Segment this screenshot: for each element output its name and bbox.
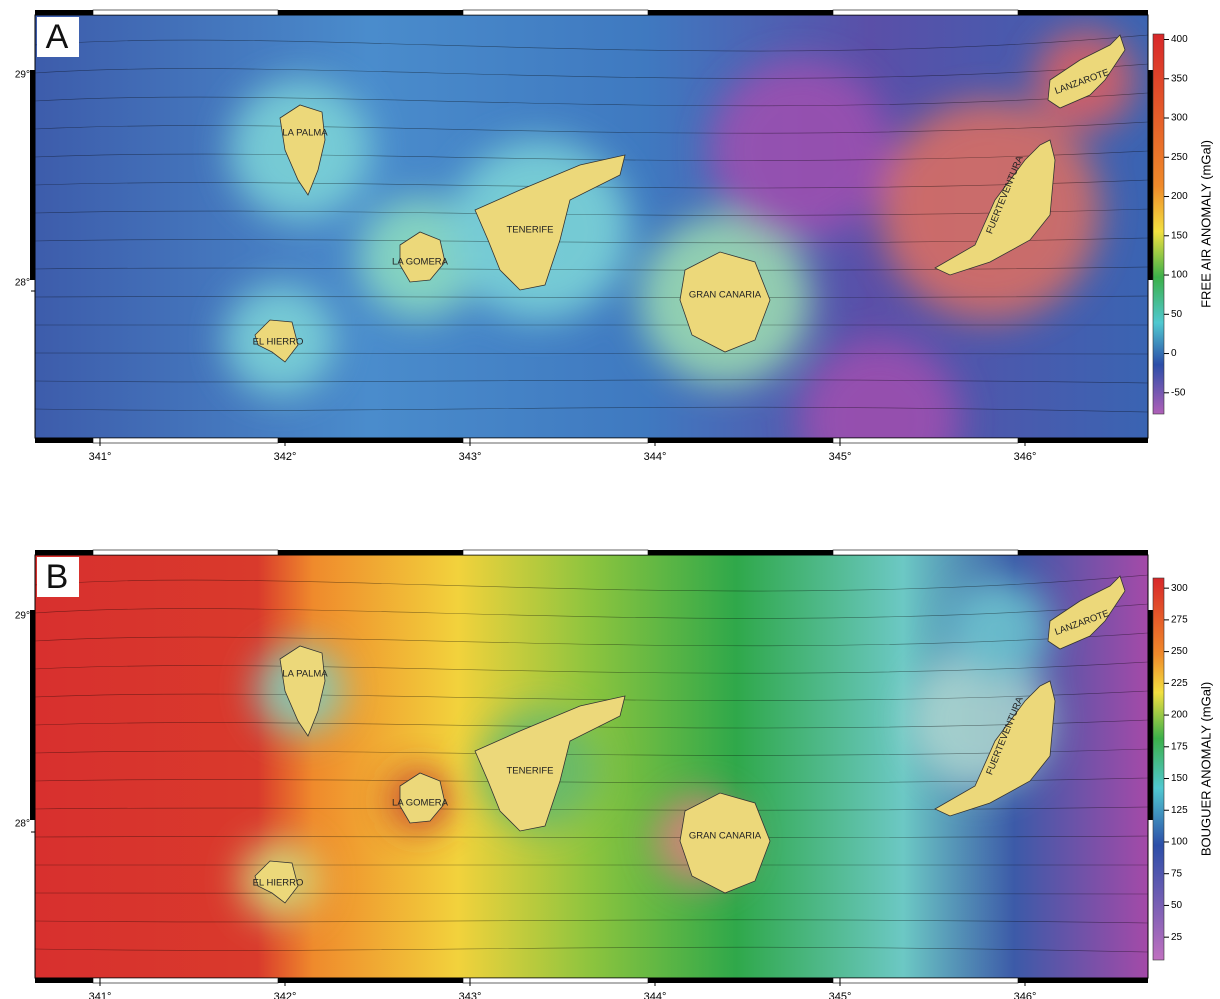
map-panel: LA PALMA LA GOMERA TENERIFE EL HIERRO GRAN C… (15, 10, 1214, 500)
lon-tick-label: 341° (89, 991, 112, 999)
lon-tick-label: 344° (644, 991, 667, 999)
panel-label: B (46, 558, 69, 596)
lon-tick-label: 344° (644, 451, 667, 463)
colorbar (1153, 578, 1164, 960)
colorbar-tick-label: 25 (1171, 932, 1183, 943)
island-label: TENERIFE (507, 766, 554, 777)
island-label: EL HIERRO (253, 337, 304, 348)
lon-tick-label: 346° (1014, 451, 1037, 463)
island-label: LA PALMA (282, 669, 328, 680)
colorbar (1153, 34, 1164, 414)
colorbar-tick-label: 50 (1171, 900, 1183, 911)
lat-tick-label: 28° (15, 819, 30, 830)
colorbar-tick-label: 125 (1171, 805, 1188, 816)
island-label: EL HIERRO (253, 878, 304, 889)
colorbar-tick-label: 100 (1171, 270, 1188, 281)
lat-tick-label: 28° (15, 278, 30, 289)
colorbar-tick-label: 300 (1171, 113, 1188, 124)
island-label: TENERIFE (507, 225, 554, 236)
colorbar-tick-label: 150 (1171, 773, 1188, 784)
colorbar-title: BOUGUER ANOMALY (mGal) (1198, 682, 1213, 856)
island-label: LA PALMA (282, 128, 328, 139)
map-area (35, 15, 1148, 500)
colorbar-tick-label: 275 (1171, 615, 1188, 626)
colorbar-tick-label: 100 (1171, 837, 1188, 848)
colorbar-tick-label: 175 (1171, 741, 1188, 752)
colorbar-tick-label: 150 (1171, 230, 1188, 241)
colorbar-tick-label: 200 (1171, 191, 1188, 202)
colorbar-tick-label: 300 (1171, 583, 1188, 594)
colorbar-tick-label: 250 (1171, 646, 1188, 657)
lon-tick-label: 345° (829, 991, 852, 999)
colorbar-tick-label: 50 (1171, 309, 1183, 320)
island-label: GRAN CANARIA (689, 831, 762, 842)
map-area (35, 555, 1148, 978)
lat-tick-label: 29° (15, 70, 30, 81)
colorbar-title: FREE AIR ANOMALY (mGal) (1198, 140, 1213, 308)
lon-tick-label: 346° (1014, 991, 1037, 999)
lon-tick-label: 343° (459, 991, 482, 999)
colorbar-tick-label: 225 (1171, 678, 1188, 689)
lon-tick-label: 343° (459, 451, 482, 463)
map-panel: LA PALMA LA GOMERA TENERIFE EL HIERRO GRAN C… (15, 550, 1214, 999)
island-label: GRAN CANARIA (689, 290, 762, 301)
lat-tick-label: 29° (15, 611, 30, 622)
panel-label: A (46, 18, 69, 56)
colorbar-tick-label: 200 (1171, 710, 1188, 721)
lon-tick-label: 345° (829, 451, 852, 463)
colorbar-tick-label: -50 (1171, 387, 1186, 398)
colorbar-tick-label: 0 (1171, 348, 1177, 359)
island-label: LA GOMERA (392, 798, 449, 809)
lon-tick-label: 341° (89, 451, 112, 463)
lon-tick-label: 342° (274, 991, 297, 999)
figure: LA PALMA LA GOMERA TENERIFE EL HIERRO GRAN C… (0, 0, 1220, 999)
island-label: LA GOMERA (392, 257, 449, 268)
colorbar-tick-label: 75 (1171, 868, 1183, 879)
lon-tick-label: 342° (274, 451, 297, 463)
colorbar-tick-label: 350 (1171, 73, 1188, 84)
colorbar-tick-label: 250 (1171, 152, 1188, 163)
colorbar-tick-label: 400 (1171, 34, 1188, 45)
